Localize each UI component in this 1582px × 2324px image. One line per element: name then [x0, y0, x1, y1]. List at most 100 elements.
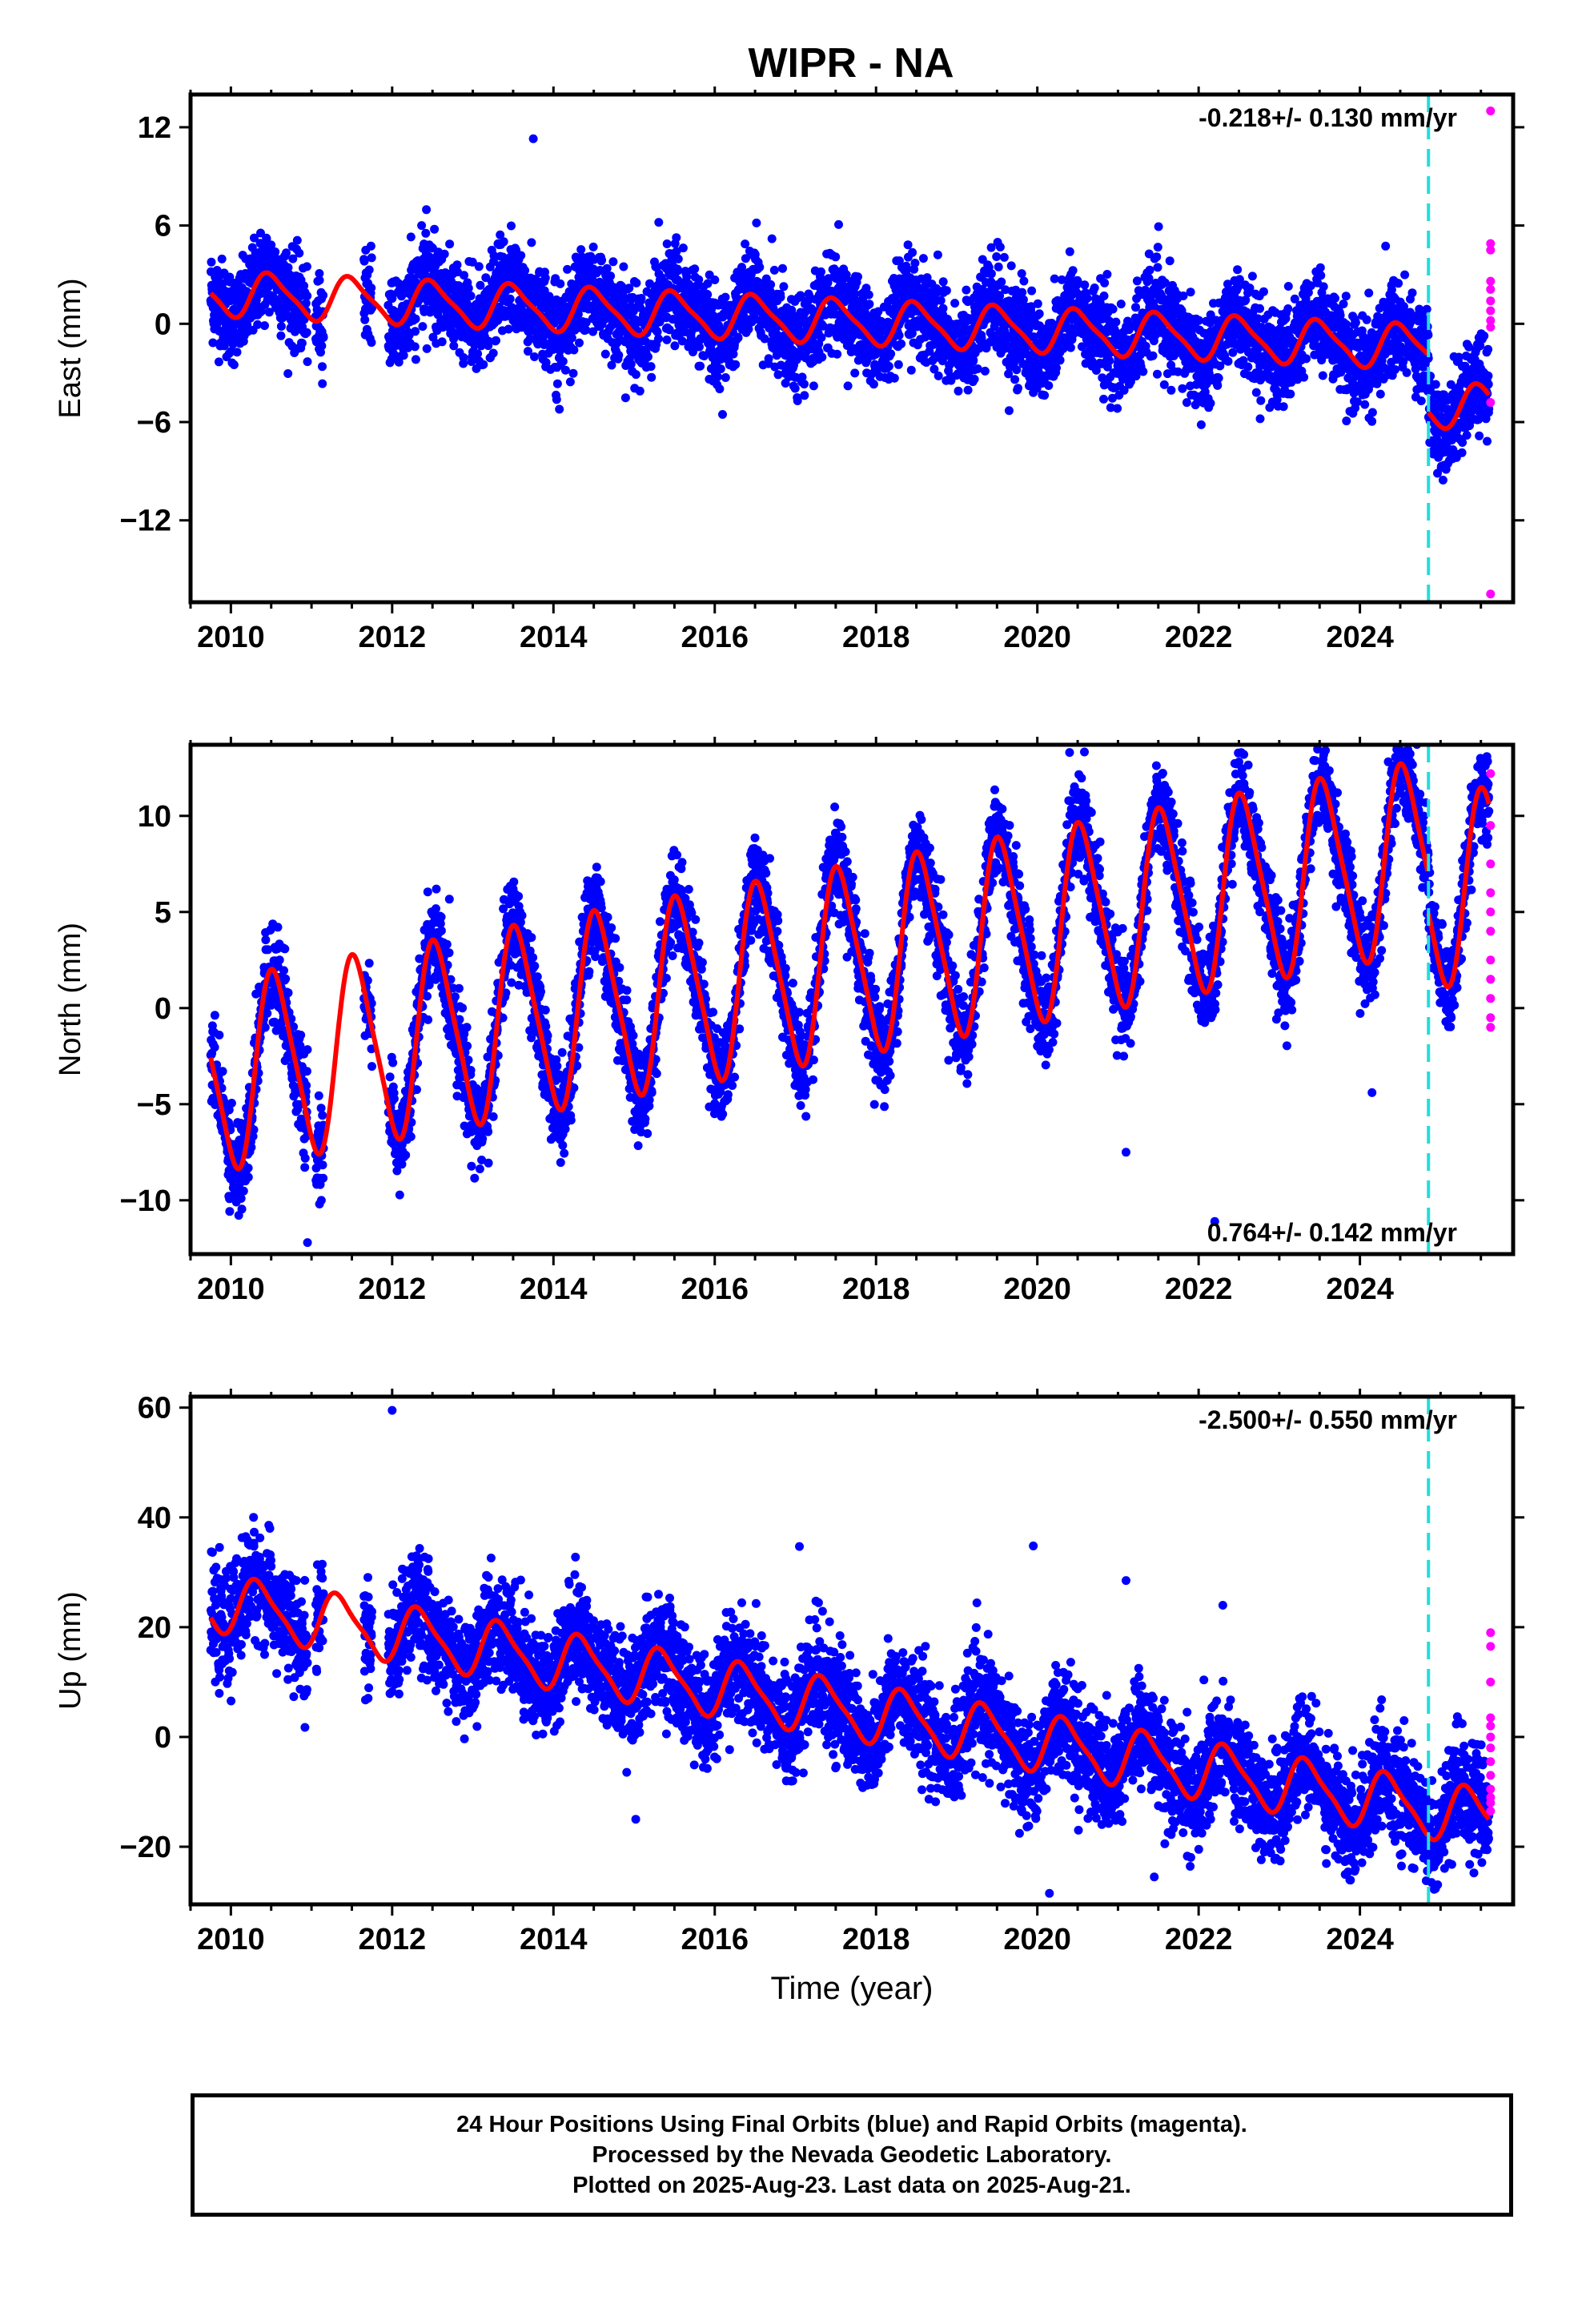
data-point: [264, 308, 274, 317]
data-point: [834, 219, 843, 229]
data-point: [250, 233, 259, 243]
data-point: [626, 360, 636, 369]
data-point: [903, 240, 913, 250]
data-point: [779, 282, 789, 292]
data-point: [597, 255, 607, 265]
data-point: [632, 278, 641, 287]
data-point: [624, 283, 634, 293]
data-point: [716, 364, 725, 374]
data-point: [399, 351, 408, 360]
data-point: [1360, 400, 1370, 409]
data-point: [665, 325, 674, 335]
data-point: [1251, 388, 1261, 397]
data-point: [970, 375, 979, 384]
data-point: [243, 320, 252, 330]
data-point: [253, 320, 263, 329]
data-point: [315, 275, 324, 285]
data-point: [301, 299, 311, 308]
data-point: [440, 249, 449, 259]
data-point: [1131, 303, 1140, 312]
data-point: [552, 395, 561, 404]
data-point: [588, 327, 598, 336]
data-point: [1228, 348, 1238, 357]
data-point: [1223, 356, 1233, 366]
data-point: [997, 277, 1006, 287]
data-point: [496, 230, 505, 239]
data-point: [595, 266, 604, 275]
data-point: [1017, 269, 1026, 279]
data-point: [319, 332, 328, 342]
data-point: [397, 292, 406, 301]
data-point: [430, 224, 440, 234]
data-point: [256, 228, 265, 238]
data-point: [694, 275, 704, 284]
data-point: [565, 377, 575, 387]
data-point: [411, 327, 420, 336]
data-point: [466, 292, 476, 300]
data-point: [672, 233, 681, 243]
data-point: [1099, 292, 1109, 300]
data-point: [260, 321, 269, 331]
data-point: [464, 283, 473, 293]
data-point: [636, 294, 646, 303]
data-point: [1283, 304, 1293, 313]
data-point: [1080, 280, 1090, 290]
data-point: [942, 286, 951, 296]
data-point: [954, 386, 963, 396]
data-point: [995, 243, 1005, 251]
data-point: [1027, 286, 1037, 296]
data-point: [662, 239, 672, 248]
data-point: [1111, 317, 1121, 327]
data-point: [318, 379, 327, 388]
data-point: [481, 273, 491, 283]
data-point: [1165, 256, 1174, 266]
data-point: [563, 264, 572, 274]
data-point: [1342, 416, 1351, 426]
data-point: [530, 352, 539, 361]
data-point: [1166, 385, 1176, 395]
data-point: [437, 337, 447, 347]
data-point: [1243, 362, 1253, 372]
data-point: [1362, 315, 1371, 324]
data-point: [1319, 282, 1328, 292]
data-point: [581, 325, 591, 335]
data-point: [1152, 252, 1162, 262]
data-point: [474, 262, 484, 271]
data-point: [767, 234, 777, 243]
data-point: [459, 353, 468, 362]
data-point: [654, 218, 664, 227]
data-point: [1153, 263, 1162, 272]
final-orbit-points: [206, 134, 1494, 485]
data-point: [994, 262, 1003, 271]
data-point: [452, 260, 462, 270]
data-point: [479, 360, 488, 369]
data-point: [962, 285, 971, 295]
data-point: [232, 348, 242, 357]
data-point: [411, 355, 420, 364]
data-point: [1318, 371, 1327, 380]
data-point: [938, 277, 948, 287]
data-point: [1255, 414, 1265, 424]
data-point: [733, 333, 743, 343]
data-point: [635, 386, 644, 396]
data-point: [507, 221, 516, 231]
data-point: [1113, 404, 1122, 413]
data-point: [276, 322, 286, 331]
data-point: [262, 234, 271, 243]
data-point: [906, 365, 916, 375]
data-point: [910, 259, 920, 267]
data-point: [295, 248, 304, 258]
data-point: [1186, 287, 1195, 297]
data-point: [1316, 271, 1326, 280]
data-point: [1066, 343, 1075, 352]
data-point: [678, 243, 688, 253]
data-point: [1367, 416, 1377, 426]
data-point: [1044, 381, 1054, 390]
data-point: [1367, 408, 1377, 417]
data-point: [793, 396, 802, 405]
data-point: [1014, 384, 1022, 393]
data-point: [359, 256, 369, 266]
data-point: [1153, 369, 1162, 379]
data-point: [1256, 396, 1266, 405]
